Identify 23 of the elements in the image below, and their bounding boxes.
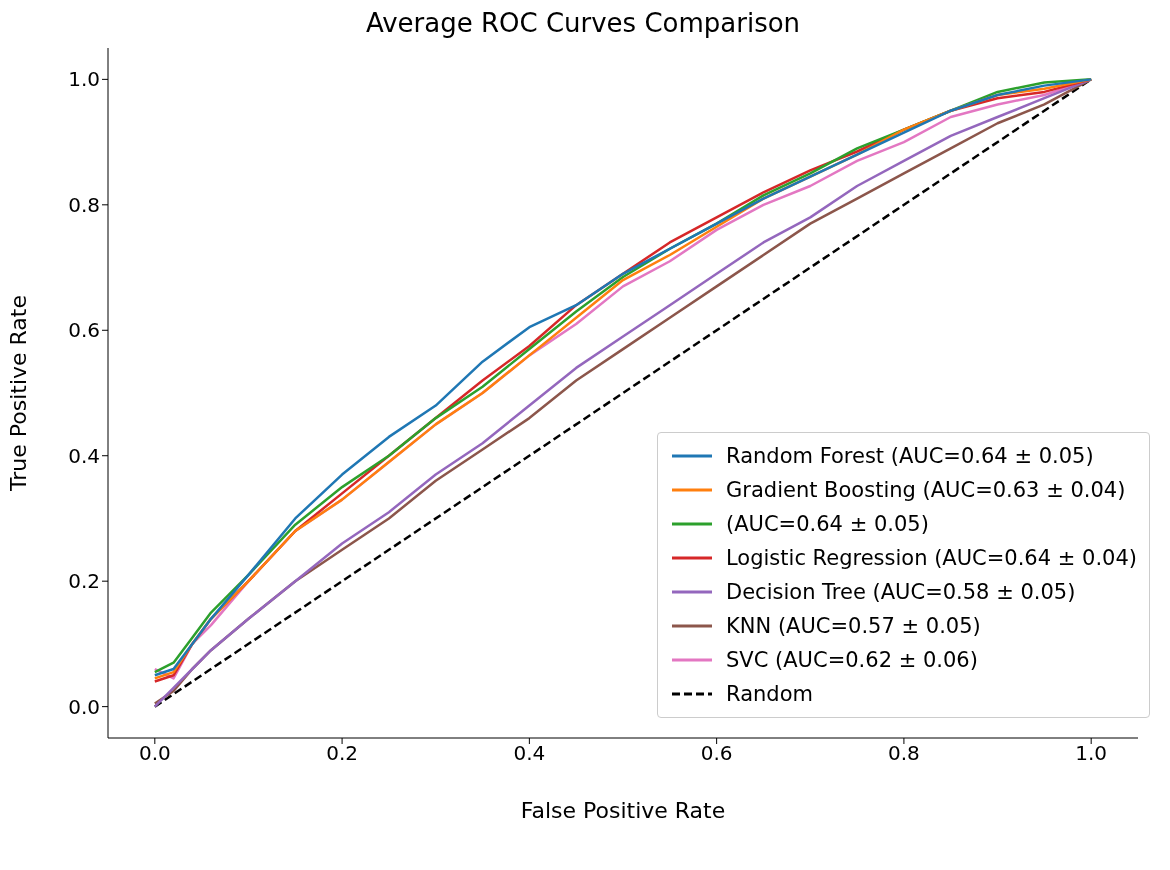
y-axis-title: True Positive Rate bbox=[5, 295, 31, 492]
legend-label: Gradient Boosting (AUC=0.63 ± 0.04) bbox=[726, 477, 1126, 504]
x-tick-label: 0.0 bbox=[138, 741, 171, 766]
legend-label: Decision Tree (AUC=0.58 ± 0.05) bbox=[726, 579, 1076, 606]
legend-label: Random Forest (AUC=0.64 ± 0.05) bbox=[726, 443, 1094, 470]
y-tick-label: 1.0 bbox=[68, 67, 100, 92]
y-tick-label: 0.8 bbox=[68, 192, 100, 217]
x-tick-label: 0.6 bbox=[700, 741, 733, 766]
y-tick-label: 0.2 bbox=[68, 569, 100, 594]
legend-label: SVC (AUC=0.62 ± 0.06) bbox=[726, 647, 978, 674]
y-tick-label: 0.4 bbox=[68, 443, 100, 468]
x-tick-label: 0.2 bbox=[326, 741, 358, 766]
x-tick-label: 0.8 bbox=[888, 741, 920, 766]
x-tick-label: 0.4 bbox=[513, 741, 546, 766]
y-tick-label: 0.6 bbox=[68, 318, 100, 343]
chart-title: Average ROC Curves Comparison bbox=[364, 8, 802, 38]
legend-label: Logistic Regression (AUC=0.64 ± 0.04) bbox=[726, 545, 1137, 572]
legend-label: KNN (AUC=0.57 ± 0.05) bbox=[726, 613, 981, 640]
x-axis-title: False Positive Rate bbox=[520, 798, 726, 823]
legend-label: (AUC=0.64 ± 0.05) bbox=[726, 511, 929, 538]
legend-label: Random bbox=[726, 681, 813, 708]
y-tick-label: 0.0 bbox=[68, 694, 100, 719]
x-tick-label: 1.0 bbox=[1075, 741, 1108, 766]
